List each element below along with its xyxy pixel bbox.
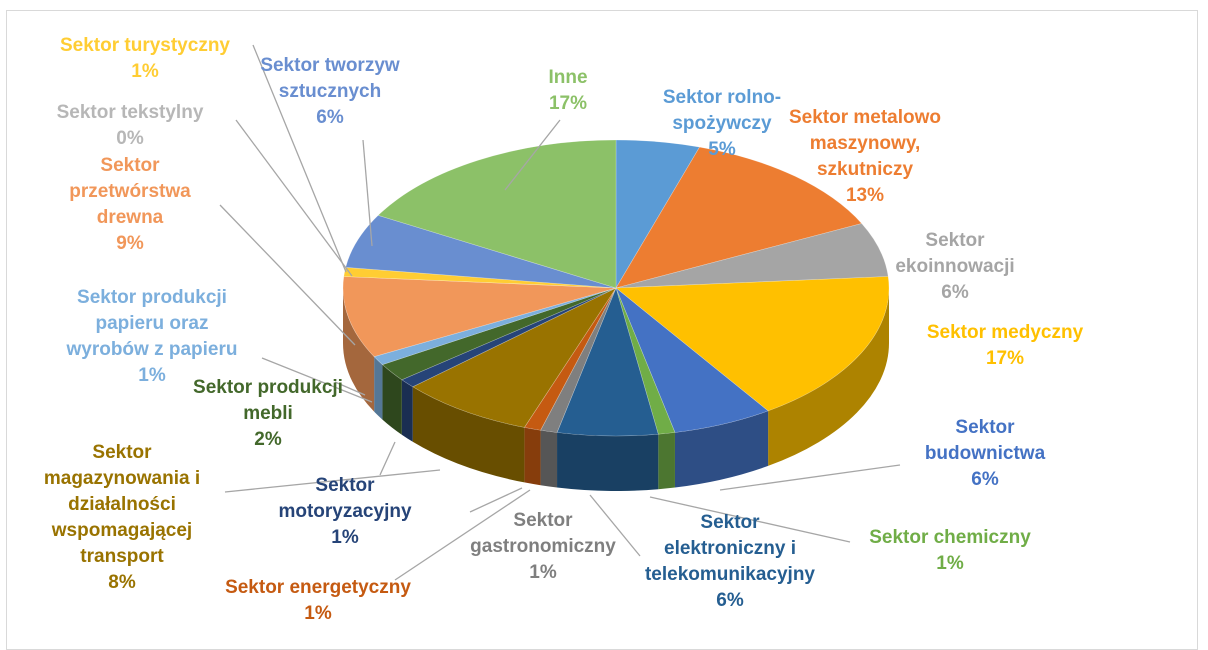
value-label: 17% — [548, 93, 588, 114]
slice-side — [658, 432, 675, 490]
data-label: Sektor gastronomiczny 1% — [413, 508, 673, 586]
leader-line — [334, 381, 366, 396]
slice-side — [674, 410, 769, 488]
category-label: Sektor chemiczny — [869, 527, 1031, 548]
category-label: Sektor tekstylny — [56, 102, 204, 123]
data-label: Sektor tekstylny 0% — [0, 100, 260, 152]
category-label: Sektor budownictwa — [924, 417, 1046, 464]
slice-side — [540, 430, 558, 488]
category-label: Sektor elektroniczny i telekomunikacyjny — [644, 512, 816, 585]
value-label: 6% — [316, 107, 344, 128]
leader-line — [224, 469, 441, 493]
category-label: Sektor przetwórstwa drewna — [69, 155, 191, 228]
slice — [412, 287, 617, 428]
slice-side — [768, 288, 889, 466]
slice — [615, 287, 769, 433]
leader-line — [252, 44, 347, 273]
slice — [615, 276, 890, 412]
data-label: Sektor turystyczny 1% — [15, 33, 275, 85]
data-label: Inne 17% — [438, 65, 698, 117]
leader-line — [362, 139, 373, 247]
value-label: 17% — [985, 348, 1025, 369]
data-label: Sektor metalowo maszynowy, szkutniczy 13% — [735, 105, 995, 209]
leader-line — [235, 119, 353, 277]
category-label: Sektor produkcji mebli — [193, 377, 343, 424]
value-label: 1% — [304, 603, 332, 624]
value-label: 8% — [108, 572, 136, 593]
slice — [373, 287, 617, 365]
leader-line — [719, 464, 901, 491]
slice — [615, 223, 889, 289]
category-label: Sektor rolno- spożywczy — [662, 87, 782, 134]
slice — [615, 139, 701, 290]
data-label: Sektor chemiczny 1% — [820, 525, 1080, 577]
value-label: 1% — [131, 61, 159, 82]
value-label: 6% — [971, 469, 999, 490]
leader-line — [504, 119, 561, 191]
value-label: 1% — [529, 562, 557, 583]
slice — [523, 287, 617, 431]
leader-line — [589, 494, 641, 557]
data-label: Sektor rolno- spożywczy 5% — [592, 85, 852, 163]
slice-side — [412, 386, 525, 483]
slice — [556, 287, 659, 437]
chart — [219, 44, 901, 581]
value-label: 0% — [116, 128, 144, 149]
value-label: 6% — [941, 282, 969, 303]
value-label: 1% — [138, 365, 166, 386]
data-label: Sektor medyczny 17% — [875, 320, 1135, 372]
data-label: Sektor energetyczny 1% — [188, 575, 448, 627]
slice-side — [382, 364, 402, 435]
value-label: 5% — [708, 139, 736, 160]
slice — [615, 146, 863, 289]
leader-line — [379, 441, 396, 476]
data-label: Sektor ekoinnowacji 6% — [825, 228, 1085, 306]
slice-side — [343, 288, 375, 412]
category-label: Sektor magazynowania i działalności wspo… — [43, 442, 201, 567]
slice — [381, 287, 617, 381]
category-label: Sektor gastronomiczny — [470, 510, 616, 557]
slice — [540, 287, 617, 433]
value-label: 1% — [936, 553, 964, 574]
data-label: Sektor produkcji papieru oraz wyrobów z … — [22, 285, 282, 389]
slice-side — [401, 379, 413, 442]
slice — [342, 276, 617, 357]
value-label: 1% — [331, 527, 359, 548]
slice — [615, 287, 676, 435]
category-label: Sektor produkcji papieru oraz wyrobów z … — [66, 287, 238, 360]
category-label: Sektor ekoinnowacji — [895, 230, 1015, 277]
slice-side — [557, 432, 659, 491]
leader-line — [394, 489, 531, 581]
value-label: 9% — [116, 233, 144, 254]
slice-side — [374, 356, 383, 420]
data-label: Sektor budownictwa 6% — [855, 415, 1115, 493]
data-label: Sektor motoryzacyjny 1% — [215, 473, 475, 551]
category-label: Sektor metalowo maszynowy, szkutniczy — [788, 107, 942, 180]
data-label: Sektor elektroniczny i telekomunikacyjny… — [600, 510, 860, 614]
category-label: Sektor motoryzacyjny — [278, 475, 412, 522]
leader-line — [649, 496, 851, 543]
category-label: Inne — [548, 67, 588, 88]
value-label: 13% — [845, 185, 885, 206]
data-label: Sektor produkcji mebli 2% — [138, 375, 398, 453]
category-label: Sektor turystyczny — [59, 35, 230, 56]
slice — [401, 287, 617, 388]
category-label: Sektor energetyczny — [225, 577, 411, 598]
slice-side — [524, 427, 541, 486]
category-label: Sektor medyczny — [926, 322, 1084, 343]
data-label: Sektor tworzyw sztucznych 6% — [200, 53, 460, 131]
leader-line — [219, 204, 356, 346]
value-label: 2% — [254, 429, 282, 450]
slice — [377, 139, 617, 289]
category-label: Sektor tworzyw sztucznych — [260, 55, 400, 102]
leader-line — [469, 487, 523, 513]
leader-line — [261, 357, 373, 403]
value-label: 6% — [716, 590, 744, 611]
data-label: Sektor magazynowania i działalności wspo… — [0, 440, 252, 596]
data-label: Sektor przetwórstwa drewna 9% — [0, 153, 260, 257]
